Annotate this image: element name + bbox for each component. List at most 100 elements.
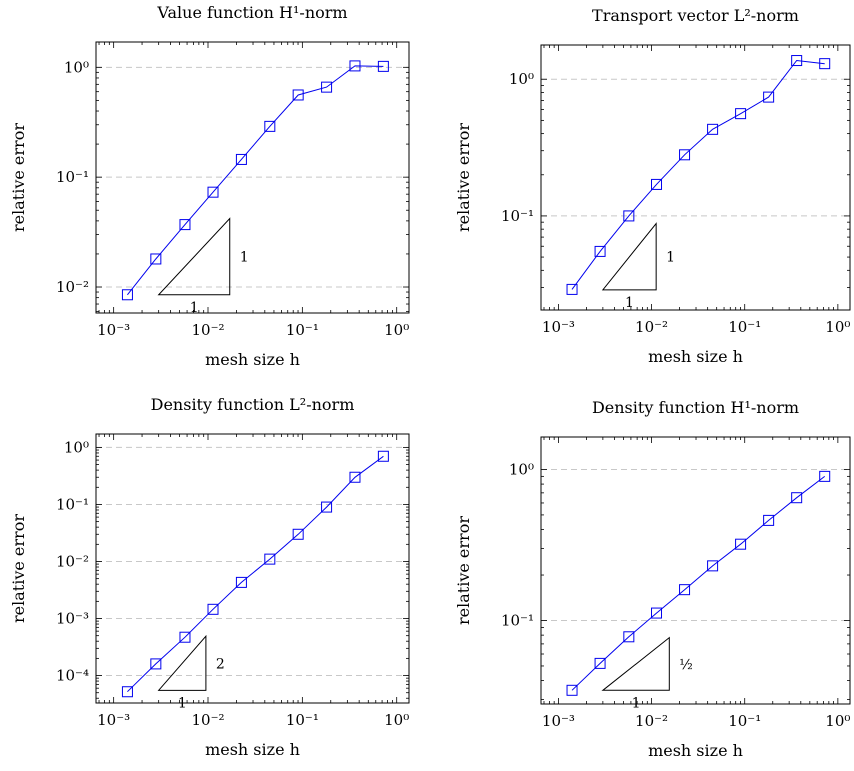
- series-line: [571, 476, 826, 691]
- data-point-marker: [679, 149, 691, 161]
- y-tick-label: 10⁰: [64, 438, 89, 456]
- slope-run-label: 1: [632, 695, 641, 711]
- x-axis-label: mesh size h: [648, 347, 743, 366]
- data-point-marker: [377, 60, 389, 72]
- x-axis-label: mesh size h: [648, 741, 743, 760]
- y-tick-label: 10⁻⁴: [56, 667, 89, 685]
- data-point-marker: [707, 123, 719, 135]
- y-axis-label: relative error: [454, 516, 473, 625]
- data-point-marker: [377, 450, 389, 462]
- x-tick-label: 10⁻¹: [286, 321, 319, 339]
- slope-triangle: [157, 634, 207, 691]
- data-point-marker: [235, 153, 247, 165]
- plot-frame: [95, 433, 410, 704]
- chart-title: Value function H¹-norm: [156, 3, 347, 22]
- x-tick-label: 10⁻¹: [728, 712, 761, 730]
- y-axis-label: relative error: [9, 123, 28, 232]
- data-point-marker: [594, 245, 606, 257]
- data-point-marker: [763, 91, 775, 103]
- chart-title: Density function H¹-norm: [592, 398, 799, 417]
- slope-rise-label: 1: [666, 250, 675, 266]
- x-tick-label: 10⁻³: [542, 318, 575, 336]
- x-tick-label: 10⁻²: [191, 711, 224, 729]
- x-tick-label: 10⁻³: [97, 711, 130, 729]
- data-point-marker: [321, 81, 333, 93]
- x-tick-label: 10⁻¹: [728, 318, 761, 336]
- y-tick-label: 10⁰: [64, 58, 89, 76]
- data-point-marker: [566, 283, 578, 295]
- series-line: [571, 59, 825, 290]
- data-point-marker: [349, 60, 361, 72]
- x-tick-label: 10⁻³: [542, 712, 575, 730]
- data-point-marker: [594, 657, 606, 669]
- series-line: [127, 65, 384, 296]
- slope-rise-label: 1: [240, 250, 249, 266]
- chart-panel-1: 10⁻³ 10⁻² 10⁻¹ 10⁰ 10⁻² 10⁻¹ 10⁰ Value function…: [9, 3, 410, 369]
- y-tick-label: 10⁰: [509, 70, 534, 88]
- data-point-marker: [179, 219, 191, 231]
- slope-run-label: 1: [190, 300, 199, 316]
- x-tick-label: 10⁰: [384, 321, 409, 339]
- data-point-marker: [735, 538, 747, 550]
- x-tick-label: 10⁰: [384, 711, 409, 729]
- data-point-marker: [763, 514, 775, 526]
- data-point-marker: [207, 603, 219, 615]
- data-point-marker: [207, 186, 219, 198]
- data-point-marker: [235, 576, 247, 588]
- data-point-marker: [819, 470, 831, 482]
- x-axis-label: mesh size h: [205, 740, 300, 759]
- slope-run-label: 1: [178, 695, 187, 711]
- y-tick-label: 10⁻¹: [56, 495, 89, 513]
- data-point-marker: [735, 108, 747, 120]
- data-point-marker: [292, 89, 304, 101]
- plot-frame: [540, 436, 851, 705]
- y-tick-label: 10⁰: [509, 460, 534, 478]
- data-point-marker: [150, 253, 162, 265]
- slope-triangle: [157, 217, 231, 296]
- x-tick-label: 10⁰: [825, 712, 850, 730]
- chart-panel-2: 10⁻³ 10⁻² 10⁻¹ 10⁰ 10⁻¹ 10⁰ Transport vector L…: [454, 6, 851, 366]
- data-point-marker: [349, 471, 361, 483]
- data-point-marker: [623, 631, 635, 643]
- data-point-marker: [679, 584, 691, 596]
- slope-rise-label: ½: [679, 657, 693, 673]
- data-point-marker: [791, 55, 803, 67]
- slope-rise-label: 2: [216, 656, 225, 672]
- data-point-marker: [150, 658, 162, 670]
- x-axis-label: mesh size h: [205, 350, 300, 369]
- chart-panel-3: 10⁻³ 10⁻² 10⁻¹ 10⁰ 10⁻⁴ 10⁻³ 10⁻² 10⁻¹ 10⁰ Densit…: [9, 395, 410, 759]
- data-point-marker: [292, 528, 304, 540]
- y-tick-label: 10⁻²: [56, 278, 89, 296]
- data-point-marker: [651, 607, 663, 619]
- slope-run-label: 1: [625, 295, 634, 311]
- x-tick-label: 10⁻³: [97, 321, 130, 339]
- y-axis-label: relative error: [454, 123, 473, 232]
- series-line: [127, 455, 384, 693]
- x-tick-label: 10⁻¹: [286, 711, 319, 729]
- plot-frame: [540, 44, 851, 311]
- data-point-marker: [264, 553, 276, 565]
- data-point-marker: [651, 178, 663, 190]
- x-tick-label: 10⁻²: [191, 321, 224, 339]
- y-tick-label: 10⁻¹: [501, 207, 534, 225]
- y-tick-label: 10⁻³: [56, 610, 89, 628]
- y-axis-label: relative error: [9, 514, 28, 623]
- data-point-marker: [121, 686, 133, 698]
- data-point-marker: [791, 492, 803, 504]
- slope-triangle: [601, 222, 657, 291]
- data-point-marker: [819, 58, 831, 70]
- data-point-marker: [707, 560, 719, 572]
- x-tick-label: 10⁻²: [635, 318, 668, 336]
- x-tick-label: 10⁻²: [635, 712, 668, 730]
- x-tick-label: 10⁰: [825, 318, 850, 336]
- slope-triangle: [601, 636, 670, 691]
- plot-frame: [95, 41, 410, 314]
- y-tick-label: 10⁻¹: [56, 168, 89, 186]
- data-point-marker: [566, 684, 578, 696]
- data-point-marker: [264, 120, 276, 132]
- data-point-marker: [121, 289, 133, 301]
- data-point-marker: [623, 210, 635, 222]
- data-point-marker: [321, 501, 333, 513]
